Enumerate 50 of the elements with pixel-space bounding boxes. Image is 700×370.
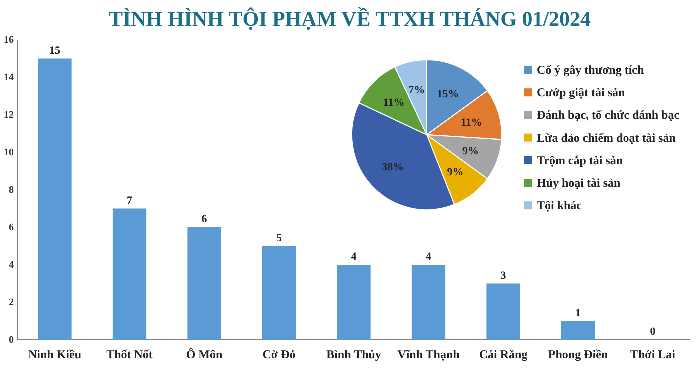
bar bbox=[412, 265, 446, 340]
y-tick-label: 4 bbox=[9, 260, 14, 272]
y-tick-label: 8 bbox=[9, 185, 14, 196]
data-label: 15 bbox=[50, 44, 61, 57]
legend-label: Cướp giật tài sản bbox=[537, 86, 626, 100]
y-tick-label: 10 bbox=[4, 148, 14, 159]
y-tick-label: 16 bbox=[4, 35, 14, 46]
data-label: 0 bbox=[650, 326, 656, 338]
y-tick-label: 14 bbox=[4, 72, 14, 84]
x-tick-label: Ô Môn bbox=[186, 348, 223, 362]
bar bbox=[337, 265, 371, 340]
x-tick-label: Thốt Nốt bbox=[106, 348, 153, 362]
bar bbox=[486, 284, 520, 340]
x-tick-label: Ninh Kiều bbox=[28, 348, 82, 362]
legend-label: Trộm cắp tài sản bbox=[537, 153, 624, 168]
data-label: 15% bbox=[437, 88, 460, 100]
data-label: 1 bbox=[576, 307, 581, 320]
data-label: 5 bbox=[276, 232, 282, 244]
x-tick-label: Bình Thủy bbox=[326, 348, 382, 362]
bar bbox=[112, 208, 147, 340]
chart-title: TÌNH HÌNH TỘI PHẠM VỀ TTXH THÁNG 01/2024 bbox=[108, 7, 592, 31]
data-label: 9% bbox=[447, 166, 464, 179]
legend-label: Tội khác bbox=[537, 198, 583, 213]
x-tick-label: Cờ Đỏ bbox=[262, 348, 296, 362]
data-label: 4 bbox=[426, 251, 432, 263]
x-tick-label: Vĩnh Thạnh bbox=[398, 348, 460, 362]
y-tick-label: 12 bbox=[4, 110, 14, 122]
x-tick-label: Phong Điền bbox=[548, 348, 608, 362]
legend-label: Lừa đảo chiếm đoạt tài sản bbox=[537, 130, 676, 145]
bar bbox=[262, 246, 296, 340]
data-label: 38% bbox=[382, 162, 404, 174]
legend-label: Hủy hoại tài sản bbox=[537, 176, 622, 190]
y-tick-label: 0 bbox=[9, 335, 14, 346]
data-label: 4 bbox=[351, 251, 358, 263]
x-tick-label: Cái Răng bbox=[479, 348, 528, 362]
data-label: 9% bbox=[462, 146, 479, 158]
legend-label: Đánh bạc, tổ chức đánh bạc bbox=[537, 108, 680, 122]
bar bbox=[38, 58, 72, 340]
bar bbox=[188, 228, 222, 340]
data-label: 7 bbox=[127, 194, 133, 207]
y-tick-label: 2 bbox=[9, 298, 14, 309]
data-label: 11% bbox=[383, 96, 405, 109]
data-label: 7% bbox=[408, 84, 426, 96]
data-label: 11% bbox=[460, 116, 482, 129]
legend-label: Cố ý gây thương tích bbox=[537, 63, 645, 77]
data-label: 3 bbox=[500, 270, 507, 282]
y-tick-label: 6 bbox=[9, 222, 14, 234]
x-tick-label: Thới Lai bbox=[630, 348, 676, 362]
data-label: 6 bbox=[202, 214, 208, 226]
bar bbox=[561, 321, 596, 340]
